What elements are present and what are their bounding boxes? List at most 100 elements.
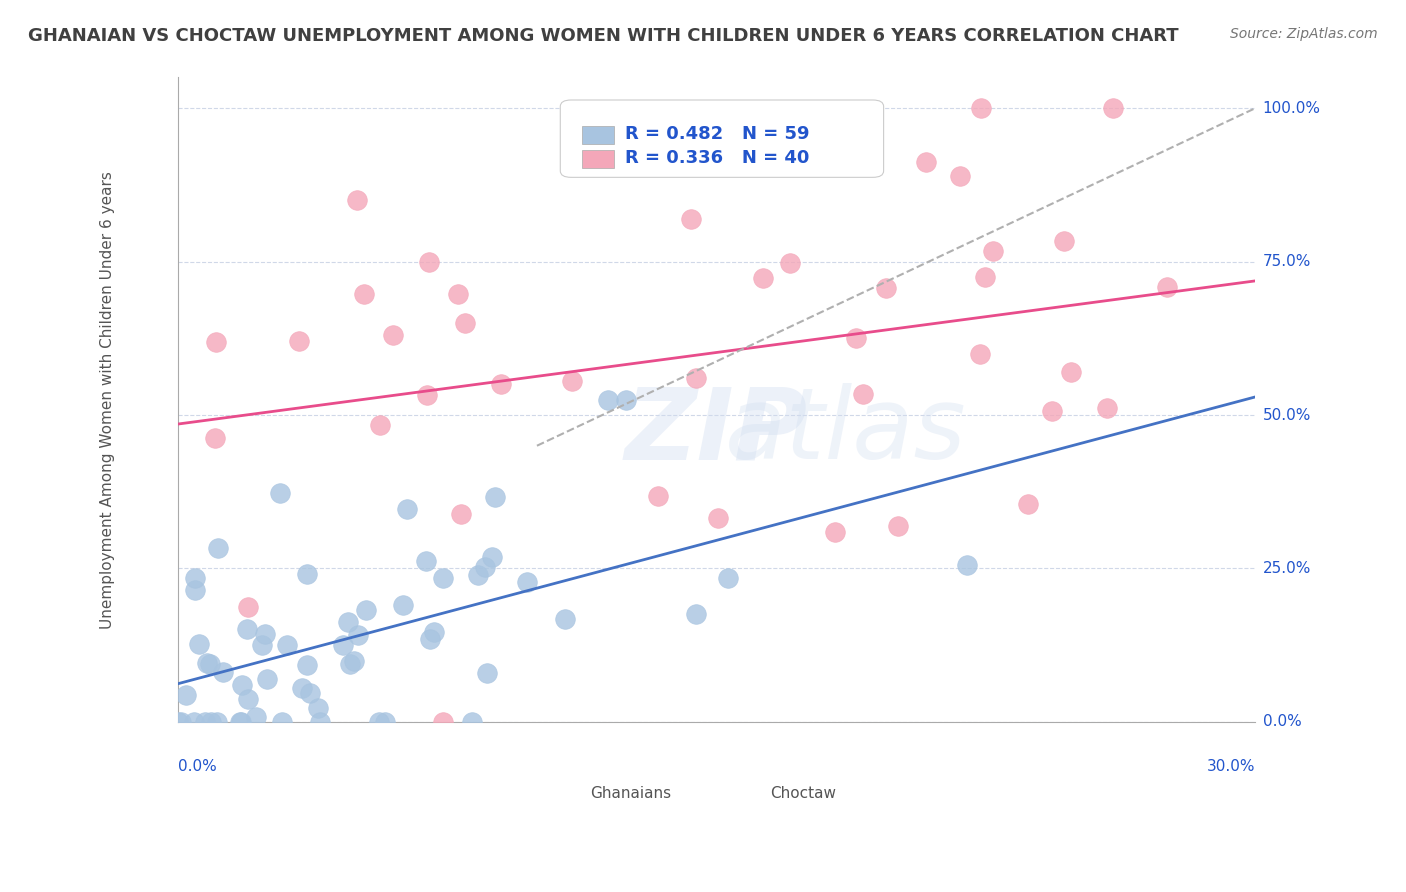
Point <box>685 607 707 622</box>
Point <box>423 625 446 640</box>
Point <box>1102 101 1125 115</box>
Point <box>460 714 482 729</box>
Point <box>167 714 190 729</box>
Point <box>343 654 366 668</box>
Point <box>616 393 638 408</box>
Point <box>554 612 576 626</box>
Point <box>450 507 472 521</box>
Point <box>236 599 259 614</box>
FancyBboxPatch shape <box>582 126 614 144</box>
Point <box>250 638 273 652</box>
Text: 25.0%: 25.0% <box>1263 561 1310 576</box>
Text: Choctaw: Choctaw <box>769 787 835 801</box>
Point <box>447 287 470 301</box>
Point <box>779 256 801 270</box>
Point <box>229 714 252 729</box>
Point <box>418 254 440 268</box>
Point <box>198 657 221 671</box>
Point <box>207 541 229 555</box>
Point <box>875 281 897 295</box>
Point <box>176 689 198 703</box>
Text: Source: ZipAtlas.com: Source: ZipAtlas.com <box>1230 27 1378 41</box>
Point <box>1017 497 1039 511</box>
Point <box>288 334 311 348</box>
Point <box>307 701 329 715</box>
Text: ZIP: ZIP <box>626 384 808 481</box>
FancyBboxPatch shape <box>749 780 792 796</box>
Text: 0.0%: 0.0% <box>177 759 217 773</box>
Point <box>299 686 322 700</box>
Text: R = 0.336   N = 40: R = 0.336 N = 40 <box>624 149 810 167</box>
Point <box>195 657 218 671</box>
Point <box>170 714 193 729</box>
Point <box>183 714 205 729</box>
Point <box>188 637 211 651</box>
Text: 75.0%: 75.0% <box>1263 254 1310 269</box>
Point <box>489 377 512 392</box>
Point <box>200 714 222 729</box>
Point <box>368 714 391 729</box>
Text: GHANAIAN VS CHOCTAW UNEMPLOYMENT AMONG WOMEN WITH CHILDREN UNDER 6 YEARS CORRELA: GHANAIAN VS CHOCTAW UNEMPLOYMENT AMONG W… <box>28 27 1178 45</box>
Point <box>396 502 419 516</box>
Point <box>887 519 910 533</box>
Point <box>1156 279 1178 293</box>
Point <box>983 244 1005 258</box>
Point <box>949 169 972 184</box>
Point <box>256 672 278 686</box>
Point <box>915 154 938 169</box>
Point <box>276 638 298 652</box>
Point <box>679 212 702 227</box>
Point <box>416 387 439 401</box>
Point <box>271 714 294 729</box>
Point <box>347 628 370 642</box>
Point <box>295 657 318 672</box>
Point <box>332 638 354 652</box>
Point <box>475 665 498 680</box>
Text: atlas: atlas <box>725 384 967 481</box>
Point <box>432 571 454 585</box>
Point <box>207 714 229 729</box>
Point <box>974 269 997 284</box>
Point <box>415 554 437 568</box>
FancyBboxPatch shape <box>560 780 603 796</box>
Point <box>852 386 875 401</box>
Text: 0.0%: 0.0% <box>1263 714 1302 730</box>
Point <box>295 566 318 581</box>
Point <box>1040 404 1063 418</box>
Point <box>419 632 441 647</box>
Point <box>561 374 583 388</box>
Point <box>212 665 235 679</box>
Text: 100.0%: 100.0% <box>1263 101 1320 116</box>
Point <box>955 558 977 572</box>
Point <box>269 486 291 500</box>
Point <box>432 714 454 729</box>
Point <box>970 101 993 115</box>
Point <box>231 678 253 692</box>
Point <box>346 193 368 207</box>
Point <box>824 524 846 539</box>
Point <box>516 575 538 590</box>
Text: R = 0.482   N = 59: R = 0.482 N = 59 <box>624 125 810 143</box>
Point <box>1060 365 1083 379</box>
Point <box>204 431 226 445</box>
Point <box>253 627 276 641</box>
Point <box>752 270 775 285</box>
Point <box>291 681 314 695</box>
Point <box>228 714 250 729</box>
Point <box>481 549 503 564</box>
Point <box>647 489 669 503</box>
Text: 50.0%: 50.0% <box>1263 408 1310 423</box>
Point <box>238 692 260 706</box>
Point <box>474 560 496 574</box>
Point <box>337 615 360 629</box>
Point <box>339 657 361 671</box>
Point <box>245 710 267 724</box>
Point <box>484 490 506 504</box>
Point <box>309 714 332 729</box>
Text: Ghanaians: Ghanaians <box>589 787 671 801</box>
Point <box>454 316 477 330</box>
Point <box>467 568 489 582</box>
FancyBboxPatch shape <box>582 150 614 168</box>
Point <box>183 583 205 598</box>
Point <box>392 598 415 612</box>
